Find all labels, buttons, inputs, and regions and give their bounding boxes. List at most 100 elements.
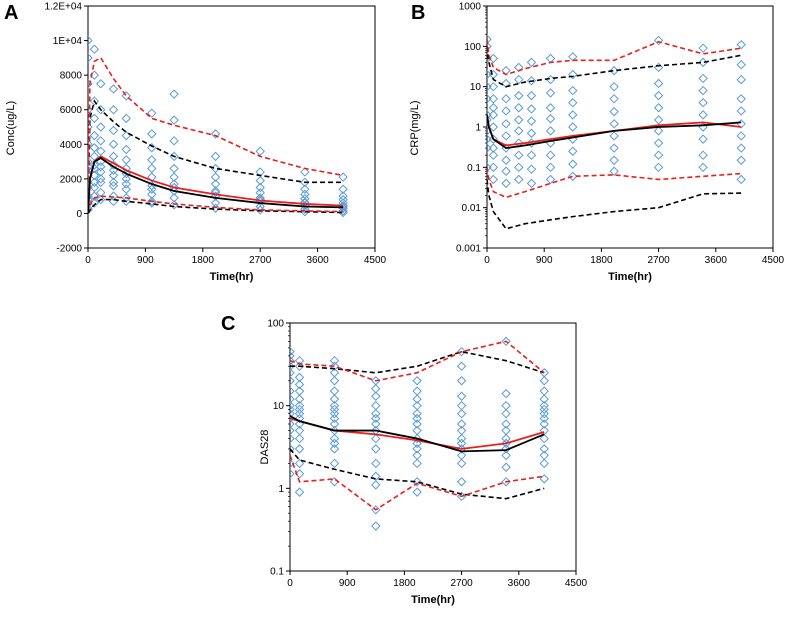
y-tick-label: 2000 [60, 174, 83, 185]
observed-point [290, 425, 295, 436]
observed-point [545, 174, 556, 185]
observed-point [736, 131, 746, 141]
x-tick-label: 3600 [705, 255, 728, 266]
observed-point [456, 477, 467, 487]
observed-point [294, 413, 305, 424]
observed-point [698, 43, 708, 53]
observed-point [526, 90, 537, 101]
observed-point [255, 187, 265, 198]
observed-point [300, 167, 310, 177]
observed-point [329, 408, 340, 419]
observed-point [108, 125, 119, 136]
observed-point [501, 94, 511, 104]
observed-point [169, 115, 179, 125]
observed-point [456, 450, 467, 461]
observed-point [488, 162, 499, 173]
observed-point [371, 433, 381, 444]
observed-point [108, 191, 119, 201]
observed-point [526, 128, 537, 138]
observed-point [371, 480, 381, 490]
observed-point [121, 196, 131, 207]
observed-point [108, 181, 119, 191]
x-tick-label: 2700 [249, 255, 272, 266]
observed-point [121, 184, 131, 194]
observed-point [147, 163, 157, 174]
observed-point [121, 91, 131, 101]
observed-point [501, 444, 511, 454]
observed-point [539, 444, 549, 454]
series-line-pi-pred-lower [487, 167, 742, 199]
observed-point [514, 74, 524, 85]
chart-panel-b: 0 900 1800 2700 3600 4500 0.001 0.01 0.1 1 10 100 10… [409, 2, 785, 284]
x-tick-label: 0 [287, 578, 293, 589]
observed-point [736, 174, 746, 185]
observed-point [338, 172, 348, 182]
observed-point [169, 193, 179, 203]
observed-point [412, 413, 422, 424]
series-line-pi-obs-lower [487, 179, 742, 230]
observed-point [294, 408, 305, 419]
observed-point [210, 187, 221, 198]
observed-point [329, 361, 340, 371]
observed-point [255, 182, 265, 193]
chart-panel-a: 0 900 1800 2700 3600 4500-2000020004000600080… [5, 2, 387, 284]
observed-point [329, 376, 340, 386]
observed-point [338, 184, 348, 194]
panel-letter-a: A [4, 2, 19, 24]
x-tick-label: 3600 [508, 578, 531, 589]
x-tick-label: 1800 [393, 578, 416, 589]
observed-point [653, 78, 664, 89]
series-line-median-obs [290, 415, 545, 453]
observed-point [290, 386, 295, 396]
plot-area-a [88, 35, 348, 218]
observed-point [371, 408, 381, 419]
series-line-median-obs [487, 114, 742, 150]
observed-point [255, 175, 265, 186]
observed-point [88, 203, 93, 213]
observed-point [329, 400, 340, 411]
y-tick-label: 10 [470, 82, 482, 93]
observed-point [514, 90, 524, 101]
observed-point [96, 167, 106, 177]
observed-point [147, 108, 157, 118]
observed-point [545, 103, 556, 113]
observed-point [88, 205, 93, 215]
observed-point [89, 160, 100, 170]
observed-point [121, 174, 131, 184]
observed-point [698, 134, 708, 144]
observed-point [412, 438, 422, 449]
observed-point [89, 113, 100, 124]
observed-point [539, 419, 549, 429]
y-axis-label: Conc(ug/L) [5, 101, 17, 155]
observed-point [653, 126, 664, 136]
observed-point [294, 425, 305, 436]
observed-point [412, 444, 422, 454]
observed-point [88, 194, 93, 205]
observed-point [412, 386, 422, 396]
observed-point [88, 191, 93, 201]
observed-point [294, 394, 305, 404]
observed-point [501, 462, 511, 472]
observed-point [290, 400, 295, 411]
observed-point [526, 150, 537, 160]
observed-point [568, 146, 578, 156]
observed-point [89, 130, 100, 141]
observed-point [456, 419, 467, 429]
observed-point [456, 408, 467, 419]
observed-point [487, 115, 492, 125]
observed-point [514, 115, 524, 125]
observed-point [488, 94, 499, 104]
observed-point [371, 413, 381, 424]
observed-point [108, 177, 119, 188]
observed-point [412, 450, 422, 461]
observed-point [545, 114, 556, 124]
observed-point [653, 162, 664, 173]
observed-point [488, 103, 499, 113]
observed-point [526, 57, 537, 68]
observed-point [514, 126, 524, 136]
y-tick-label: 0.1 [270, 567, 284, 578]
series-line-pi-pred-upper [290, 340, 545, 382]
observed-point [456, 400, 467, 411]
panel-letter-c: C [221, 313, 236, 335]
observed-point [653, 35, 664, 46]
